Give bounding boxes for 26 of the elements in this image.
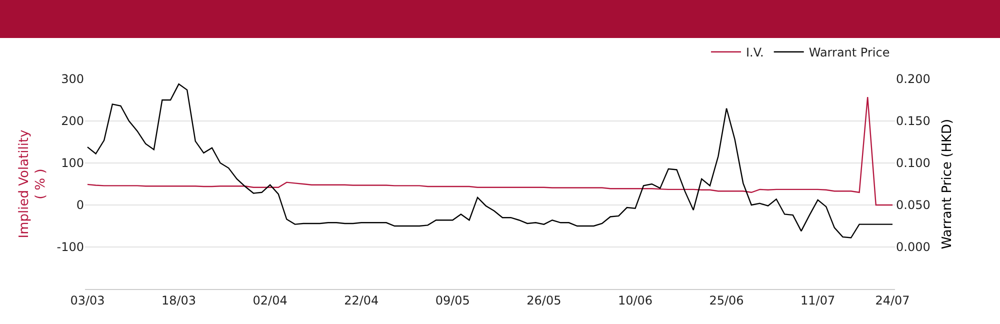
y-tick-label: 200 bbox=[61, 114, 84, 128]
x-tick-label: 03/03 bbox=[70, 293, 105, 308]
y-tick-label: 300 bbox=[61, 72, 84, 86]
y-tick-label: 100 bbox=[61, 156, 84, 170]
x-tick-label: 25/06 bbox=[709, 293, 744, 308]
y-axis-title: Implied Volatility ( % ) bbox=[16, 129, 49, 238]
x-tick-label: 09/05 bbox=[435, 293, 470, 308]
y2-tick-label: 0.200 bbox=[896, 72, 930, 86]
x-tick-label: 22/04 bbox=[344, 293, 379, 308]
x-tick-label: 10/06 bbox=[618, 293, 653, 308]
y-tick-label: 0 bbox=[76, 198, 84, 212]
x-tick-label: 02/04 bbox=[252, 293, 288, 308]
y-tick-label: -100 bbox=[56, 240, 84, 254]
legend-label: Warrant Price bbox=[808, 46, 890, 60]
y2-tick-label: 0.100 bbox=[896, 156, 930, 170]
y2-tick-label: 0.150 bbox=[896, 114, 930, 128]
line-series bbox=[86, 96, 894, 206]
y2-tick-label: 0.000 bbox=[896, 240, 930, 254]
legend-label: I.V. bbox=[746, 46, 764, 60]
y2-axis-title: Warrant Price (HKD) bbox=[940, 118, 955, 250]
x-tick-label: 18/03 bbox=[161, 293, 196, 308]
line-series bbox=[86, 83, 894, 238]
x-tick-label: 24/07 bbox=[875, 293, 910, 308]
x-tick-label: 11/07 bbox=[800, 293, 836, 308]
x-tick-label: 26/05 bbox=[526, 293, 562, 308]
y2-tick-label: 0.050 bbox=[896, 198, 930, 212]
